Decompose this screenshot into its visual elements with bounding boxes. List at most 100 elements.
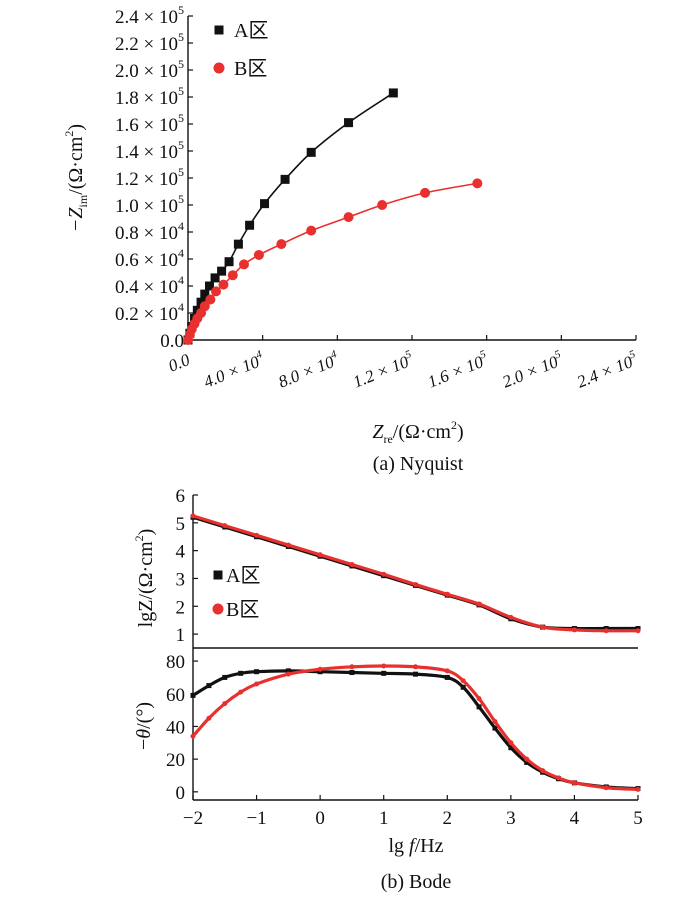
- bode-top-data-point: [571, 627, 577, 633]
- bode-top-data-point: [635, 628, 641, 634]
- bode-bottom-data-point: [317, 666, 323, 672]
- nyquist-y-tick-label: 2.2 × 105: [115, 30, 184, 55]
- bode-bottom-data-point: [508, 740, 514, 746]
- bode-bottom-data-point: [222, 701, 228, 707]
- bode-legend-marker: [212, 603, 224, 615]
- nyquist-data-point: [245, 220, 255, 230]
- bode-top-data-point: [190, 513, 196, 519]
- bode-top-series-b: [190, 513, 641, 634]
- bode-x-tick-label: −1: [246, 808, 266, 829]
- bode-bottom-series-b: [190, 663, 641, 792]
- bode-top-data-point: [381, 571, 387, 577]
- nyquist-y-tick-label: 1.2 × 105: [115, 165, 184, 190]
- bode-top-y-tick-label: 5: [176, 514, 186, 535]
- bode-top-y-tick-label: 3: [176, 569, 186, 590]
- bode-legend-marker: [213, 570, 223, 580]
- bode-top-data-point: [285, 542, 291, 548]
- nyquist-series-a: [183, 88, 398, 345]
- bode-top-y-tick-label: 4: [176, 542, 186, 563]
- nyquist-y-tick-label: 0.4 × 104: [115, 273, 184, 298]
- nyquist-x-tick-label: 4.0 × 104: [200, 348, 267, 392]
- nyquist-x-axis-label: Zre/(Ω·cm2): [372, 418, 463, 446]
- bode-bottom-data-point: [190, 733, 196, 739]
- bode-bottom-data-point: [635, 786, 641, 792]
- bode-bottom-data-point: [476, 704, 482, 710]
- bode-bottom-data-point: [222, 674, 228, 680]
- bode-top-data-point: [540, 624, 546, 630]
- bode-top-data-point: [317, 552, 323, 558]
- bode-bottom-data-point: [444, 668, 450, 674]
- bode-top-y-tick-label: 2: [176, 597, 186, 618]
- nyquist-y-tick-label: 1.4 × 105: [115, 138, 184, 163]
- nyquist-y-tick-label: 1.6 × 105: [115, 111, 184, 136]
- bode-bottom-data-point: [460, 678, 466, 684]
- bode-bottom-data-point: [238, 689, 244, 695]
- bode-bottom-data-point: [349, 664, 355, 670]
- bode-bottom-data-point: [508, 745, 514, 751]
- bode-bottom-data-point: [444, 674, 450, 680]
- bode-x-tick-label: 1: [379, 808, 389, 829]
- bode-bottom-data-point: [556, 775, 562, 781]
- nyquist-y-tick-label: 0.6 × 104: [115, 246, 184, 271]
- bode-bottom-y-tick-label: 40: [166, 717, 185, 738]
- nyquist-x-tick-label: 2.0 × 105: [499, 348, 566, 392]
- nyquist-data-point: [343, 212, 354, 223]
- nyquist-y-tick-label: 0.8 × 104: [115, 219, 184, 244]
- nyquist-x-tick-label: 8.0 × 104: [275, 348, 342, 392]
- bode-x-tick-label: 5: [633, 808, 643, 829]
- bode-bottom-data-point: [190, 692, 196, 698]
- nyquist-data-point: [233, 239, 243, 249]
- bode-top-y-axis-label: lgZ/(Ω·cm2): [132, 529, 157, 628]
- nyquist-data-point: [306, 147, 316, 157]
- nyquist-data-point: [260, 199, 270, 209]
- bode-x-tick-label: 4: [570, 808, 580, 829]
- nyquist-data-point: [388, 88, 398, 98]
- bode-top-data-point: [508, 614, 514, 620]
- bode-bottom-y-tick-label: 0: [176, 783, 186, 804]
- bode-bottom-series-line: [192, 669, 639, 791]
- nyquist-data-point: [218, 279, 229, 290]
- bode-bottom-data-point: [206, 715, 212, 721]
- bode-bottom-data-point: [413, 664, 418, 670]
- nyquist-data-point: [377, 200, 388, 210]
- nyquist-y-tick-label: 0.0: [160, 331, 184, 352]
- bode-bottom-data-point: [540, 768, 546, 774]
- bode-bottom-y-tick-label: 60: [166, 685, 185, 706]
- nyquist-data-point: [472, 178, 483, 189]
- nyquist-legend-label: A区: [234, 20, 268, 42]
- bode-bottom-data-point: [285, 671, 291, 677]
- bode-bottom-series-a: [190, 668, 641, 792]
- nyquist-data-point: [196, 297, 206, 307]
- nyquist-caption: (a) Nyquist: [373, 453, 464, 475]
- bode-bottom-data-point: [603, 785, 609, 791]
- bode-bottom-data-point: [349, 670, 355, 676]
- nyquist-data-point: [280, 174, 290, 184]
- bode-bottom-data-point: [492, 719, 498, 725]
- bode-bottom-y-tick-label: 20: [166, 750, 185, 771]
- bode-bottom-data-point: [524, 756, 530, 762]
- bode-bottom-series-line: [191, 664, 639, 791]
- bode-bottom-data-point: [381, 670, 387, 676]
- bode-top-data-point: [444, 591, 450, 597]
- bode-x-axis-label: lg f/Hz: [388, 835, 443, 857]
- bode-caption: (b) Bode: [381, 871, 452, 893]
- bode-top-data-point: [413, 582, 418, 588]
- bode-bottom-data-point: [238, 670, 244, 676]
- bode-top-y-tick-label: 1: [176, 625, 186, 646]
- bode-bottom-data-point: [206, 683, 212, 689]
- bode-x-tick-label: −2: [183, 808, 203, 829]
- bode-top-data-point: [222, 523, 228, 529]
- bode-x-tick-label: 2: [443, 808, 453, 829]
- nyquist-x-tick-label: 0.0: [166, 350, 193, 376]
- nyquist-data-point: [204, 281, 214, 291]
- bode-x-tick-label: 3: [506, 808, 516, 829]
- bode-top-data-point: [349, 562, 355, 568]
- nyquist-data-point: [344, 118, 354, 128]
- bode-bottom-data-point: [381, 663, 387, 669]
- nyquist-data-point: [200, 289, 210, 299]
- nyquist-series-b: [183, 178, 483, 345]
- bode-legend-label: A区: [226, 565, 260, 587]
- nyquist-legend-marker: [214, 25, 224, 35]
